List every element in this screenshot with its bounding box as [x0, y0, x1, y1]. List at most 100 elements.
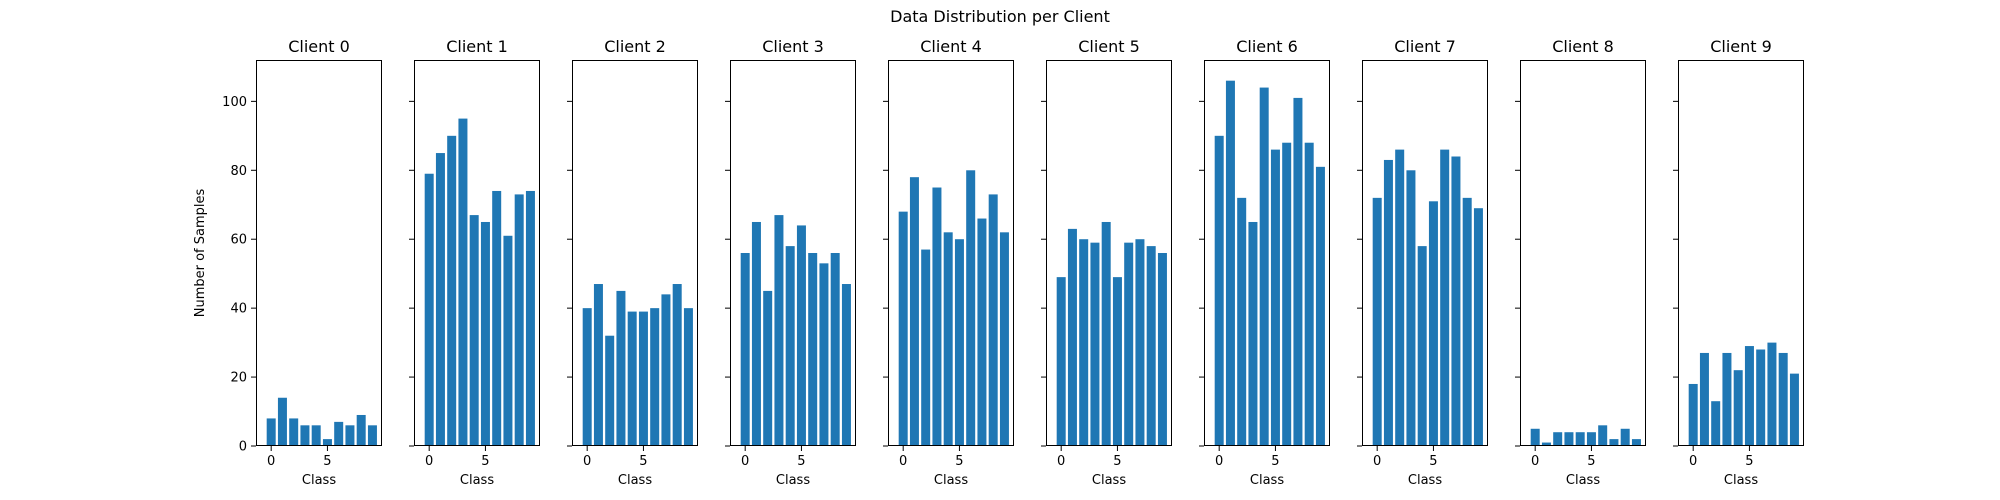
bar [503, 235, 513, 446]
axes-frame [256, 60, 382, 446]
panel-title: Client 6 [1236, 37, 1298, 56]
bar [1609, 439, 1619, 446]
bar [1564, 432, 1574, 446]
bar [1372, 197, 1382, 446]
bar [322, 439, 332, 446]
bar [1315, 166, 1325, 446]
bar [763, 290, 773, 446]
y-axis-label: Number of Samples [193, 189, 208, 318]
bar [1417, 246, 1427, 446]
axes-frame [572, 60, 698, 446]
bar [1451, 156, 1461, 446]
bar [1631, 439, 1641, 446]
x-tick-label: 5 [1745, 454, 1753, 469]
panel-title: Client 2 [604, 37, 666, 56]
y-tick-label: 0 [239, 440, 247, 455]
bar [1744, 346, 1754, 446]
bar [289, 418, 299, 446]
x-tick-label: 5 [481, 454, 489, 469]
x-tick-label: 5 [639, 454, 647, 469]
y-tick-label: 100 [222, 95, 247, 110]
x-tick-label: 0 [583, 454, 591, 469]
bar [943, 232, 953, 446]
bar [514, 194, 524, 446]
bar [1541, 442, 1551, 446]
bar [469, 215, 479, 446]
bar [616, 290, 626, 446]
panel-client-9: Client 9 0 5 Class [1673, 37, 1804, 488]
bar [1530, 428, 1540, 446]
bar [266, 418, 276, 446]
panel-title: Client 0 [288, 37, 350, 56]
bar [1473, 208, 1483, 446]
bar [1722, 352, 1732, 446]
bar [988, 194, 998, 446]
axes-frame [730, 60, 856, 446]
x-axis-label: Class [1092, 473, 1126, 488]
client-panels: Client 0 0 20 40 60 80 100 0 5 Class Client 1 0 5 Cla… [193, 37, 1804, 488]
bar [277, 397, 287, 446]
x-tick-label: 5 [323, 454, 331, 469]
figure-title: Data Distribution per Client [890, 7, 1110, 26]
bar [672, 284, 682, 446]
y-tick-label: 80 [230, 164, 247, 179]
x-tick-label: 5 [955, 454, 963, 469]
panel-client-2: Client 2 0 5 Class [567, 37, 698, 488]
x-axis-label: Class [1566, 473, 1600, 488]
panel-title: Client 3 [762, 37, 824, 56]
x-tick-label: 0 [1215, 454, 1223, 469]
x-axis-label: Class [302, 473, 336, 488]
bar [638, 311, 648, 446]
bar [367, 425, 377, 446]
axes-frame [888, 60, 1014, 446]
x-tick-label: 0 [425, 454, 433, 469]
panel-title: Client 5 [1078, 37, 1140, 56]
bar [650, 308, 660, 446]
bar [1462, 197, 1472, 446]
bar [458, 118, 468, 446]
bar [830, 253, 840, 446]
bar [492, 190, 502, 446]
bar [1733, 370, 1743, 446]
bar [605, 335, 615, 446]
bar [909, 177, 919, 446]
bar [1767, 342, 1777, 446]
bar [932, 187, 942, 446]
axes-frame [1204, 60, 1330, 446]
x-tick-label: 0 [899, 454, 907, 469]
bar [1124, 242, 1134, 446]
axes-frame [414, 60, 540, 446]
bar [334, 421, 344, 447]
bar [582, 308, 592, 446]
bar [1056, 277, 1066, 447]
x-tick-label: 5 [1271, 454, 1279, 469]
bar [921, 249, 931, 446]
bar [1112, 277, 1122, 447]
y-tick-label: 20 [230, 371, 247, 386]
bar [1157, 253, 1167, 446]
y-tick-label: 60 [230, 233, 247, 248]
bar [1237, 197, 1247, 446]
bar [1248, 221, 1258, 446]
bar [841, 284, 851, 446]
bar [1304, 142, 1314, 446]
bar [1293, 97, 1303, 446]
bar [954, 239, 964, 446]
panel-client-1: Client 1 0 5 Class [409, 37, 540, 488]
bar [1778, 352, 1788, 446]
bar [1699, 352, 1709, 446]
panel-title: Client 1 [446, 37, 508, 56]
panel-client-7: Client 7 0 5 Class [1357, 37, 1488, 488]
bar [424, 173, 434, 447]
axes-frame [1046, 60, 1172, 446]
x-tick-label: 0 [741, 454, 749, 469]
x-axis-label: Class [1250, 473, 1284, 488]
bar [1090, 242, 1100, 446]
bar [808, 253, 818, 446]
bar [1553, 432, 1563, 446]
bar [1135, 239, 1145, 446]
bar [593, 284, 603, 446]
bar [525, 190, 535, 446]
bar [1282, 142, 1292, 446]
